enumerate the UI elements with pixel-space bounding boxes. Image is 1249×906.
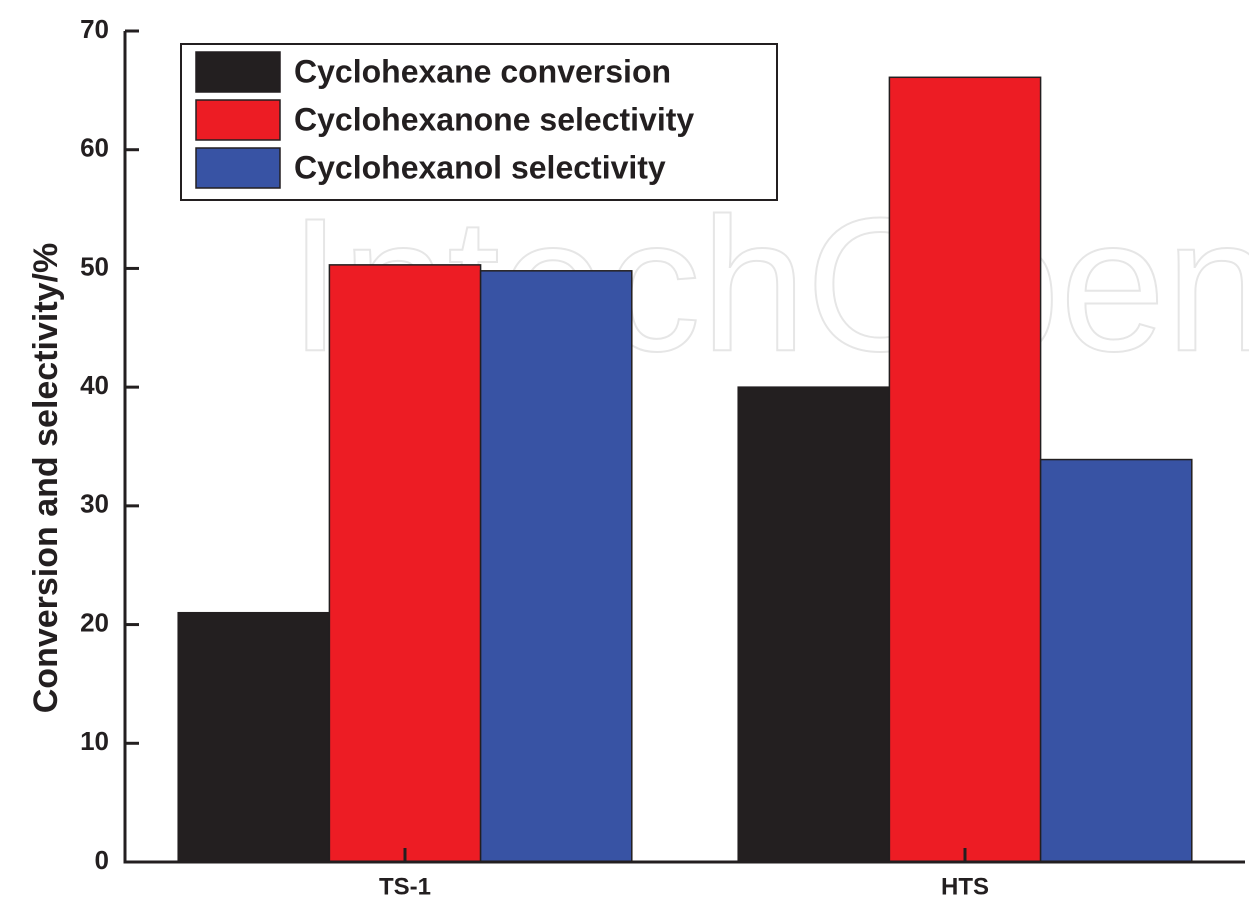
y-axis-label: Conversion and selectivity/% <box>27 243 65 714</box>
legend-label: Cyclohexanol selectivity <box>294 149 666 185</box>
legend-label: Cyclohexane conversion <box>294 53 671 89</box>
y-tick-label: 10 <box>80 726 109 756</box>
legend-swatch <box>195 51 281 93</box>
bar <box>888 76 1042 863</box>
bar <box>479 270 633 863</box>
y-tick-label: 40 <box>80 370 109 400</box>
y-tick-label: 20 <box>80 607 109 637</box>
legend-swatch <box>195 99 281 141</box>
bar <box>328 264 482 863</box>
y-tick-label: 60 <box>80 133 109 163</box>
bar <box>1039 458 1193 863</box>
bar <box>737 386 891 863</box>
y-tick-label: 0 <box>95 845 109 875</box>
y-tick-label: 50 <box>80 251 109 281</box>
y-tick-label: 70 <box>80 14 109 44</box>
x-tick-label: TS-1 <box>379 873 431 900</box>
bar <box>177 611 331 863</box>
legend-swatch <box>195 147 281 189</box>
y-tick-label: 30 <box>80 489 109 519</box>
legend-label: Cyclohexanone selectivity <box>294 101 694 137</box>
x-tick-label: HTS <box>941 873 989 900</box>
